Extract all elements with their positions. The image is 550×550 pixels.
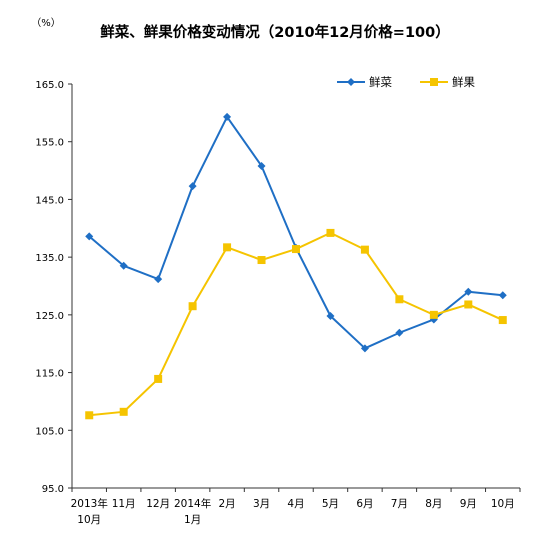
x-tick-label: 11月 — [112, 498, 136, 510]
x-tick-label: 9月 — [460, 498, 477, 510]
x-tick-label: 2014年 1月 — [174, 497, 211, 526]
series-1 — [85, 112, 507, 353]
x-tick-label: 4月 — [287, 498, 304, 510]
y-tick-label: 145.0 — [35, 195, 64, 206]
x-tick-label: 2013年 10月 — [71, 497, 108, 526]
legend-marker — [347, 78, 355, 86]
data-point — [360, 344, 369, 353]
data-point — [395, 295, 404, 304]
y-tick-label: 155.0 — [35, 138, 64, 149]
y-tick-label: 115.0 — [35, 369, 64, 380]
x-tick-label: 7月 — [391, 498, 408, 510]
series-layer — [85, 112, 507, 420]
data-point — [464, 300, 473, 309]
chart-legend: 鲜菜 鲜果 — [337, 75, 475, 89]
data-point — [326, 312, 335, 321]
data-point — [85, 411, 94, 420]
series-2 — [85, 228, 507, 420]
data-point — [326, 228, 335, 237]
data-point — [498, 316, 507, 325]
y-tick-label: 95.0 — [42, 484, 64, 495]
y-tick-label: 105.0 — [35, 426, 64, 437]
data-point — [257, 161, 266, 170]
y-tick-label: 135.0 — [35, 253, 64, 264]
x-tick-label: 10月 — [491, 498, 515, 510]
y-tick-label: 125.0 — [35, 311, 64, 322]
data-point — [464, 287, 473, 296]
x-tick-label: 5月 — [322, 498, 339, 510]
data-point — [154, 374, 163, 383]
data-point — [498, 291, 507, 300]
legend-item: 鲜菜 — [337, 75, 392, 89]
data-point — [119, 407, 128, 416]
chart-title: 鲜菜、鲜果价格变动情况（2010年12月价格=100） — [100, 23, 449, 41]
data-point — [85, 232, 94, 241]
x-tick-label: 2月 — [218, 498, 235, 510]
y-axis-unit-label: （%） — [31, 17, 61, 29]
legend-label: 鲜果 — [452, 75, 475, 89]
legend-label: 鲜菜 — [369, 75, 392, 89]
data-point — [257, 256, 266, 265]
data-point — [292, 245, 300, 254]
x-tick-label: 12月 — [146, 498, 170, 510]
y-tick-label: 165.0 — [35, 80, 64, 91]
data-point — [223, 112, 232, 121]
legend-item: 鲜果 — [420, 75, 475, 89]
chart-axes: 165.0 155.0 145.0 135.0 125.0 115.0 105.0 95.0 2… — [35, 80, 521, 526]
series-line — [89, 231, 504, 417]
legend-marker — [430, 78, 438, 86]
data-point — [429, 310, 438, 319]
x-tick-label: 8月 — [425, 498, 442, 510]
x-tick-label: 3月 — [253, 498, 270, 510]
data-point — [188, 182, 197, 191]
data-point — [360, 245, 369, 254]
data-point — [223, 243, 232, 252]
data-point — [154, 275, 163, 284]
data-point — [119, 261, 128, 270]
x-tick-label: 6月 — [356, 498, 373, 510]
data-point — [395, 328, 404, 337]
data-point — [188, 302, 197, 311]
